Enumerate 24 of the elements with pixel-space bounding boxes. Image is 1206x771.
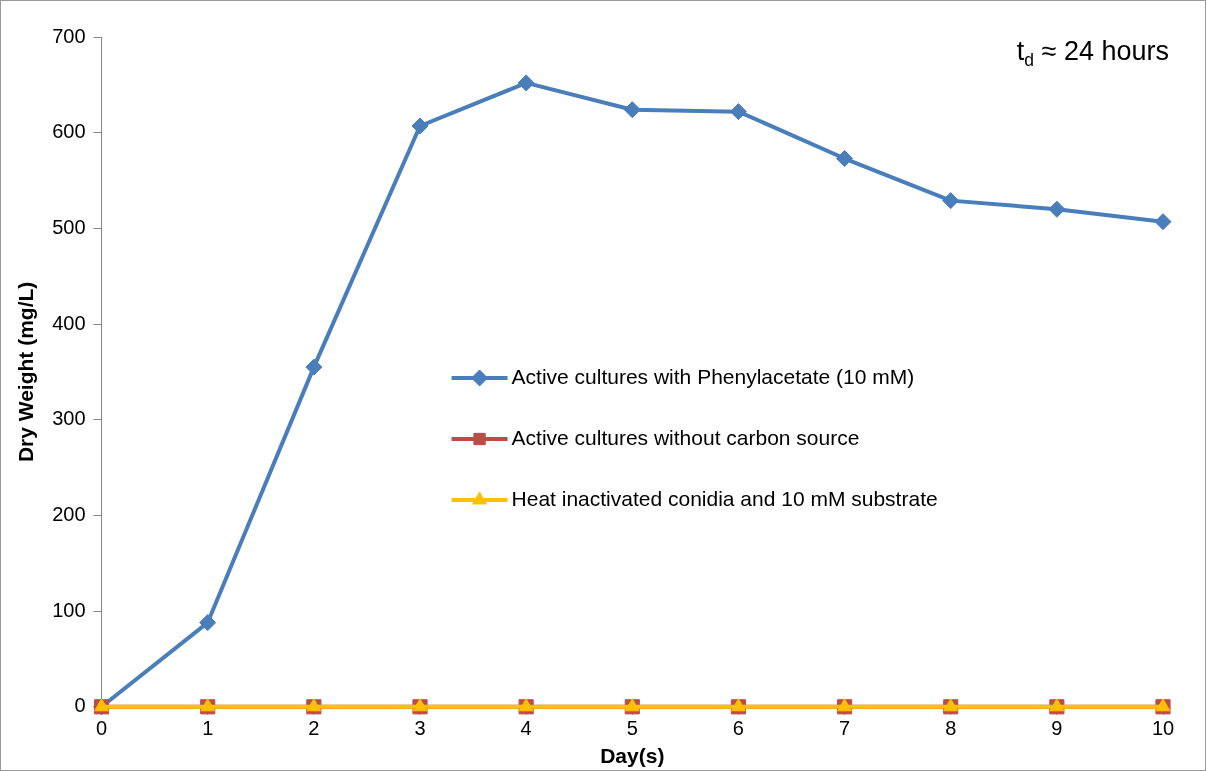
x-tick-label: 5 <box>626 717 638 740</box>
y-tick-label: 400 <box>52 311 86 334</box>
x-tick-label: 0 <box>96 717 108 740</box>
x-tick-label: 3 <box>414 717 426 740</box>
y-tick-label: 100 <box>52 598 86 621</box>
y-tick-label: 600 <box>52 120 86 143</box>
x-axis-title: Day(s) <box>600 744 665 768</box>
x-tick-label: 8 <box>945 717 957 740</box>
x-tick-label: 7 <box>839 717 851 740</box>
legend-label: Heat inactivated conidia and 10 mM substrate <box>511 486 938 510</box>
x-tick-label: 10 <box>1151 717 1175 740</box>
y-tick-label: 200 <box>52 502 86 525</box>
x-tick-label: 1 <box>202 717 214 740</box>
y-tick-label: 700 <box>52 24 86 47</box>
x-tick-label: 2 <box>308 717 320 740</box>
y-tick-label: 500 <box>52 215 86 238</box>
y-tick-label: 300 <box>52 407 86 430</box>
legend-label: Active cultures with Phenylacetate (10 mM) <box>511 364 915 388</box>
x-tick-label: 9 <box>1051 717 1063 740</box>
x-tick-label: 4 <box>520 717 532 740</box>
x-tick-label: 6 <box>732 717 744 740</box>
legend-label: Active cultures without carbon source <box>511 425 860 449</box>
y-tick-label: 0 <box>74 694 86 717</box>
y-axis-title: Dry Weight (mg/L) <box>14 281 38 463</box>
